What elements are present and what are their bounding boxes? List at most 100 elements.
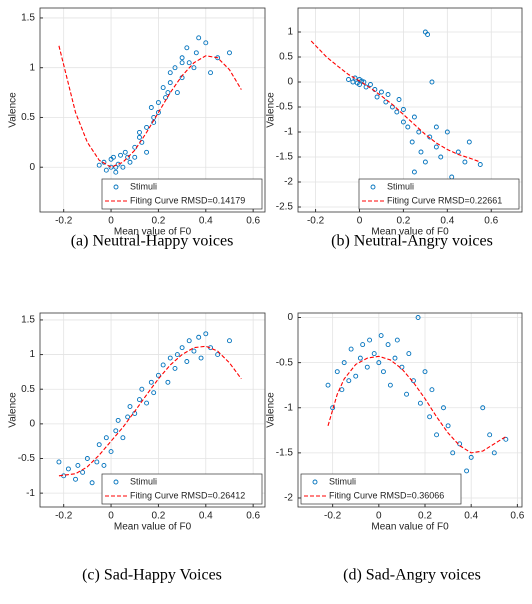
data-point bbox=[438, 154, 444, 160]
caption: (d) Sad-Angry voices bbox=[343, 567, 481, 584]
caption: (a) Neutral-Happy voices bbox=[71, 233, 234, 250]
x-axis-label: Mean value of F0 bbox=[371, 522, 449, 533]
legend-box bbox=[300, 473, 462, 505]
data-point bbox=[144, 149, 150, 155]
data-point bbox=[160, 362, 166, 368]
data-point bbox=[348, 346, 354, 352]
y-tick-label: 0.5 bbox=[21, 384, 35, 395]
data-point bbox=[167, 355, 173, 361]
data-point bbox=[357, 355, 363, 361]
y-tick-label: -1.5 bbox=[276, 448, 294, 459]
data-point bbox=[227, 50, 232, 56]
data-point bbox=[376, 360, 382, 366]
data-point bbox=[367, 337, 373, 343]
data-point bbox=[186, 338, 192, 344]
data-point bbox=[94, 459, 100, 465]
data-point bbox=[137, 397, 142, 403]
data-point bbox=[341, 360, 347, 366]
axes-frame bbox=[297, 7, 523, 213]
y-tick-label: -0.5 bbox=[276, 357, 294, 368]
data-point bbox=[172, 365, 178, 371]
data-point bbox=[462, 159, 468, 165]
x-axis-label: Mean value of F0 bbox=[114, 227, 192, 238]
axes-frame bbox=[297, 312, 523, 508]
data-point bbox=[198, 355, 204, 361]
data-point bbox=[427, 414, 433, 420]
data-point bbox=[411, 169, 417, 175]
data-point bbox=[433, 124, 439, 130]
y-tick-label: 1.5 bbox=[21, 13, 35, 24]
y-tick-label: 0.5 bbox=[21, 112, 35, 123]
data-point bbox=[385, 342, 391, 348]
legend-label: Stimuli bbox=[387, 181, 414, 191]
data-point bbox=[113, 428, 119, 434]
data-point bbox=[208, 70, 213, 76]
data-point bbox=[167, 80, 173, 86]
data-point bbox=[165, 379, 171, 385]
data-point bbox=[480, 405, 486, 411]
data-point bbox=[357, 82, 362, 87]
data-point bbox=[346, 378, 352, 384]
data-point bbox=[418, 149, 424, 155]
data-point bbox=[346, 77, 351, 82]
data-point bbox=[392, 355, 398, 361]
y-tick-label: -2.5 bbox=[276, 202, 294, 213]
subplot: -0.2 0 0.2 0.4 0.6 -2.5 -2 -1.5 -1 -0.5 0 0.5 1 Mean … bbox=[266, 7, 523, 250]
x-axis-label: Mean value of F0 bbox=[371, 227, 449, 238]
data-point bbox=[84, 456, 90, 461]
data-point bbox=[193, 50, 199, 56]
data-point bbox=[103, 167, 109, 173]
data-point bbox=[445, 423, 451, 429]
y-tick-label: 1.5 bbox=[21, 315, 35, 326]
data-point bbox=[165, 90, 171, 96]
data-point bbox=[215, 352, 221, 358]
subplot: -0.2 0 0.2 0.4 0.6 0 0.5 1 1.5 Mean value of F0 Va… bbox=[8, 7, 266, 250]
y-tick-label: -1 bbox=[284, 127, 293, 138]
y-tick-label: 0 bbox=[287, 77, 293, 88]
data-point bbox=[404, 391, 409, 397]
data-point bbox=[127, 404, 133, 409]
data-point bbox=[125, 154, 131, 160]
data-point bbox=[167, 70, 173, 76]
data-point bbox=[203, 331, 209, 337]
y-tick-label: -1 bbox=[284, 402, 293, 413]
y-tick-label: -1 bbox=[26, 488, 35, 499]
data-point bbox=[96, 162, 102, 168]
x-tick-label: 0 bbox=[108, 511, 114, 522]
data-point bbox=[203, 40, 209, 46]
data-point bbox=[350, 79, 356, 85]
data-point bbox=[151, 390, 157, 396]
data-point bbox=[75, 462, 81, 468]
y-tick-label: 0 bbox=[29, 418, 35, 429]
caption: (c) Sad-Happy Voices bbox=[82, 567, 222, 584]
legend-label: Stimuli bbox=[130, 476, 157, 486]
x-tick-label: 0 bbox=[376, 511, 382, 522]
data-point bbox=[101, 159, 107, 165]
plot-area bbox=[298, 8, 522, 212]
data-point bbox=[380, 369, 386, 375]
y-tick-label: -0.5 bbox=[276, 102, 294, 113]
data-point bbox=[172, 65, 178, 71]
data-point bbox=[444, 129, 450, 135]
data-point bbox=[179, 345, 185, 351]
axes-frame bbox=[39, 312, 266, 508]
data-point bbox=[155, 372, 161, 378]
data-point bbox=[434, 432, 440, 438]
data-point bbox=[148, 379, 154, 385]
legend-label: Stimuli bbox=[130, 181, 157, 191]
data-point bbox=[491, 450, 497, 456]
data-point bbox=[127, 159, 133, 165]
data-point bbox=[96, 442, 102, 448]
y-tick-label: 0 bbox=[29, 162, 35, 173]
legend-label: Fiting Curve RMSD=0.26412 bbox=[130, 490, 245, 500]
y-tick-label: -2 bbox=[284, 177, 293, 188]
y-tick-label: -2 bbox=[284, 493, 293, 504]
legend-marker bbox=[113, 184, 119, 190]
data-point bbox=[137, 129, 142, 135]
data-point bbox=[113, 169, 119, 175]
data-point bbox=[184, 359, 190, 364]
data-point bbox=[394, 337, 400, 343]
data-point bbox=[174, 90, 180, 96]
data-point bbox=[115, 161, 121, 167]
data-point bbox=[191, 348, 197, 354]
